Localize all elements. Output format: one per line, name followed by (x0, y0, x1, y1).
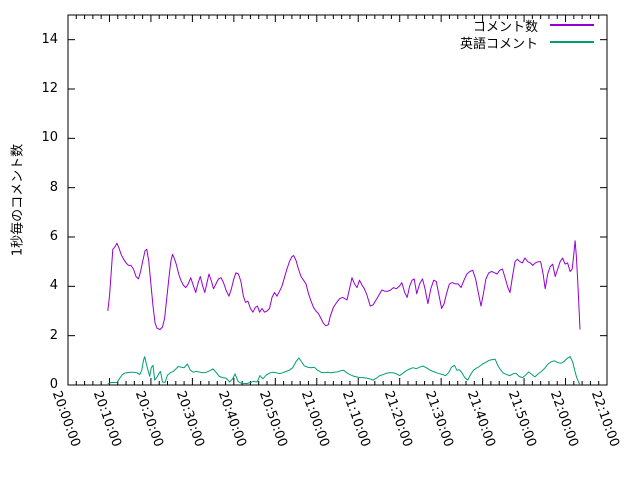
y-tick-label: 8 (49, 179, 58, 195)
y-tick-label: 4 (49, 278, 58, 294)
y-tick-label: 12 (41, 81, 58, 96)
series-line-comment-count (107, 240, 581, 330)
y-tick-label: 10 (41, 130, 58, 146)
y-tick-label: 6 (49, 229, 58, 244)
legend-line-sample-english-comments (550, 41, 594, 43)
y-tick-label: 14 (41, 31, 58, 47)
y-tick-label: 0 (49, 377, 58, 392)
legend-line-sample-comment-count (550, 24, 594, 26)
legend-item-comment-count: コメント数 (460, 18, 594, 35)
series-line-english-comments (107, 356, 581, 386)
plot-border (67, 14, 608, 386)
y-tick-label: 2 (49, 327, 58, 343)
legend-label-comment-count: コメント数 (472, 19, 538, 35)
legend: コメント数 英語コメント (459, 18, 594, 52)
legend-item-english-comments: 英語コメント (459, 35, 594, 52)
legend-label-english-comments: 英語コメント (459, 36, 538, 52)
